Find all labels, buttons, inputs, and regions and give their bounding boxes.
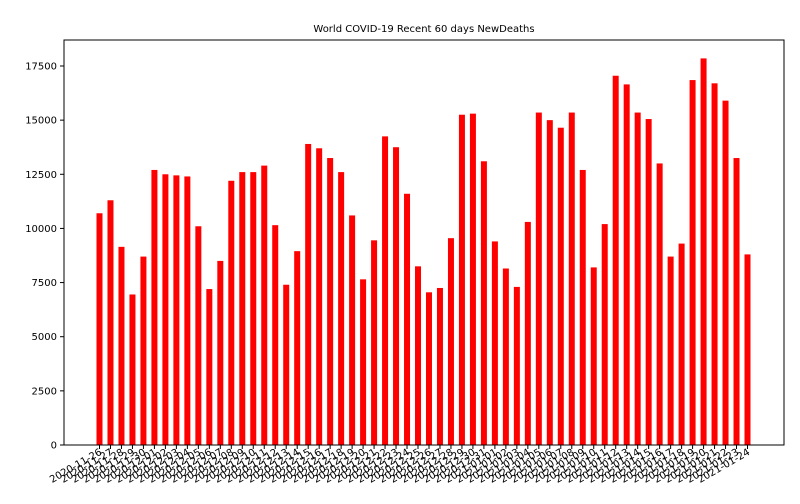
bar xyxy=(634,112,641,446)
bar xyxy=(283,284,290,445)
bar xyxy=(612,75,619,446)
bar xyxy=(546,120,553,445)
y-tick-label: 10000 xyxy=(25,224,57,235)
bar xyxy=(327,158,334,445)
bar xyxy=(744,254,751,445)
bar xyxy=(590,267,597,445)
bar xyxy=(678,243,685,445)
bar xyxy=(733,158,740,445)
bar xyxy=(469,113,476,445)
bar xyxy=(96,213,103,445)
bar xyxy=(206,289,213,445)
bar xyxy=(491,241,498,445)
bar xyxy=(338,172,345,446)
bar xyxy=(173,175,180,446)
bar xyxy=(579,169,586,445)
y-tick-label: 7500 xyxy=(32,278,57,289)
chart-title: World COVID-19 Recent 60 days NewDeaths xyxy=(313,24,534,35)
bar xyxy=(447,238,454,445)
bar xyxy=(458,114,465,445)
bar xyxy=(535,112,542,446)
bar xyxy=(129,294,136,445)
bars-group xyxy=(96,58,751,446)
bar xyxy=(425,292,432,445)
bar xyxy=(250,172,257,446)
bar xyxy=(382,136,389,445)
plot-frame xyxy=(63,39,785,446)
bar xyxy=(689,80,696,445)
bar xyxy=(151,169,158,445)
bar xyxy=(360,279,367,445)
bar xyxy=(502,268,509,445)
y-axis: 0 2500 5000 7500 10000 12500 15000 17500 xyxy=(25,61,64,452)
bar xyxy=(349,215,356,445)
bar xyxy=(415,266,422,445)
bar xyxy=(305,143,312,445)
bar xyxy=(656,163,663,445)
bar xyxy=(711,83,718,445)
bar xyxy=(118,246,125,445)
bar xyxy=(568,112,575,446)
bar xyxy=(700,58,707,445)
bar xyxy=(316,148,323,446)
bar xyxy=(623,84,630,446)
bar xyxy=(557,127,564,446)
bar xyxy=(239,172,246,446)
bar xyxy=(261,165,268,446)
bar xyxy=(393,147,400,445)
bar xyxy=(722,100,729,445)
bar xyxy=(645,119,652,446)
bar xyxy=(184,176,191,445)
bar xyxy=(524,221,531,445)
bar xyxy=(107,200,114,445)
bar xyxy=(195,226,202,445)
bar xyxy=(480,161,487,445)
bar xyxy=(601,224,608,445)
bar xyxy=(217,260,224,445)
y-tick-label: 5000 xyxy=(32,332,57,343)
bar xyxy=(436,287,443,445)
y-tick-label: 12500 xyxy=(25,170,57,181)
bar xyxy=(272,225,279,445)
bar xyxy=(140,256,147,445)
bar xyxy=(667,256,674,445)
y-tick-label: 15000 xyxy=(25,116,57,127)
bar xyxy=(228,180,235,445)
bar xyxy=(294,251,301,445)
bar xyxy=(513,286,520,445)
bar xyxy=(404,193,411,445)
y-tick-label: 2500 xyxy=(32,386,57,397)
x-axis: 2020-11-262020-11-272020-11-282020-11-29… xyxy=(48,445,752,486)
bar xyxy=(371,240,378,445)
y-tick-label: 17500 xyxy=(25,61,57,72)
bar xyxy=(162,174,169,445)
y-tick-label: 0 xyxy=(51,441,57,452)
